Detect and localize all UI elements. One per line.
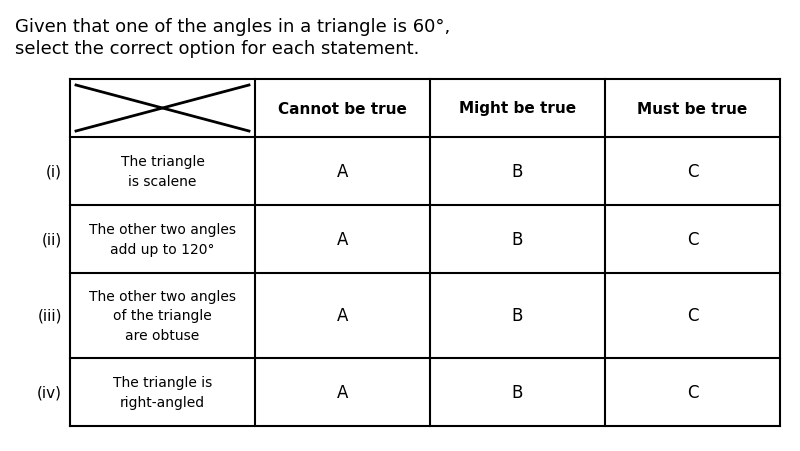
Text: B: B: [512, 383, 523, 401]
Text: B: B: [512, 307, 523, 325]
Text: The other two angles
add up to 120°: The other two angles add up to 120°: [89, 223, 236, 256]
Text: Given that one of the angles in a triangle is 60°,: Given that one of the angles in a triang…: [15, 18, 450, 36]
Text: (iv): (iv): [37, 385, 62, 400]
Text: (iii): (iii): [38, 308, 62, 323]
Text: C: C: [686, 230, 698, 249]
Text: Must be true: Must be true: [638, 101, 748, 116]
Text: A: A: [337, 383, 348, 401]
Text: C: C: [686, 163, 698, 180]
Text: B: B: [512, 230, 523, 249]
Text: A: A: [337, 230, 348, 249]
Text: C: C: [686, 307, 698, 325]
Text: select the correct option for each statement.: select the correct option for each state…: [15, 40, 419, 58]
Text: A: A: [337, 163, 348, 180]
Text: B: B: [512, 163, 523, 180]
Text: A: A: [337, 307, 348, 325]
Text: The triangle is
right-angled: The triangle is right-angled: [113, 375, 212, 409]
Text: (ii): (ii): [42, 232, 62, 247]
Text: C: C: [686, 383, 698, 401]
Text: The other two angles
of the triangle
are obtuse: The other two angles of the triangle are…: [89, 290, 236, 342]
Text: The triangle
is scalene: The triangle is scalene: [121, 155, 205, 189]
Text: (i): (i): [46, 164, 62, 179]
Text: Cannot be true: Cannot be true: [278, 101, 407, 116]
Text: Might be true: Might be true: [459, 101, 576, 116]
